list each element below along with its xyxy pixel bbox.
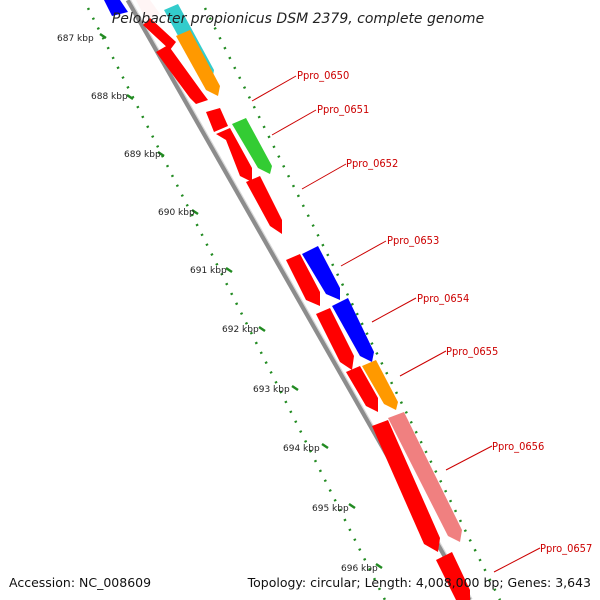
- gene-arrow: [246, 176, 282, 234]
- kbp-label: 689 kbp: [124, 150, 161, 160]
- gene-label[interactable]: Ppro_0655: [446, 345, 498, 358]
- gene-label[interactable]: Ppro_0650: [297, 69, 349, 82]
- accession-label: Accession: NC_008609: [9, 575, 152, 590]
- gene-label[interactable]: Ppro_0652: [346, 157, 398, 170]
- kbp-label: 695 kbp: [312, 504, 349, 514]
- gene-label[interactable]: Ppro_0656: [492, 440, 544, 453]
- gene-arrow: [316, 308, 354, 370]
- label-leader-lines: [251, 75, 541, 573]
- gene-arrow: [216, 128, 252, 182]
- gene-track-inner: [143, 18, 470, 600]
- map-title: Pelobacter propionicus DSM 2379, complet…: [112, 11, 484, 27]
- kbp-tick-labels: 687 kbp 688 kbp 689 kbp 690 kbp 691 kbp …: [57, 34, 378, 574]
- gene-label[interactable]: Ppro_0657: [540, 542, 592, 555]
- gene-arrow: [388, 412, 462, 542]
- gene-arrow: [436, 552, 470, 600]
- kbp-label: 688 kbp: [91, 92, 128, 102]
- outer-tick-ring: [203, 7, 502, 600]
- gene-arrow: [332, 298, 374, 362]
- gene-arrow: [104, 0, 128, 16]
- kbp-label: 696 kbp: [341, 564, 378, 574]
- gene-labels: Ppro_0650 Ppro_0651 Ppro_0652 Ppro_0653 …: [297, 69, 592, 555]
- gene-arrow: [346, 366, 378, 412]
- gene-arrow: [156, 45, 208, 104]
- kbp-label: 690 kbp: [158, 208, 195, 218]
- gene-label[interactable]: Ppro_0653: [387, 234, 439, 247]
- gene-label[interactable]: Ppro_0654: [417, 292, 469, 305]
- genome-summary: Topology: circular; Length: 4,008,000 bp…: [247, 575, 591, 590]
- gene-arrow: [372, 420, 440, 552]
- gene-arrow: [286, 254, 320, 306]
- kbp-label: 691 kbp: [190, 266, 227, 276]
- gene-arrow: [362, 360, 398, 410]
- kbp-major-ticks: [99, 32, 383, 570]
- kbp-label: 692 kbp: [222, 325, 259, 335]
- gene-arrow: [176, 30, 220, 96]
- kbp-label: 694 kbp: [283, 444, 320, 454]
- kbp-label: 687 kbp: [57, 34, 94, 44]
- gene-arrow: [206, 108, 228, 132]
- gene-track-outer: [164, 4, 462, 542]
- gene-arrow: [143, 18, 176, 50]
- gene-label[interactable]: Ppro_0651: [317, 103, 369, 116]
- kbp-label: 693 kbp: [253, 385, 290, 395]
- gene-arrow: [302, 246, 340, 300]
- gene-arrow: [232, 118, 272, 174]
- gene-arrow: [136, 0, 160, 20]
